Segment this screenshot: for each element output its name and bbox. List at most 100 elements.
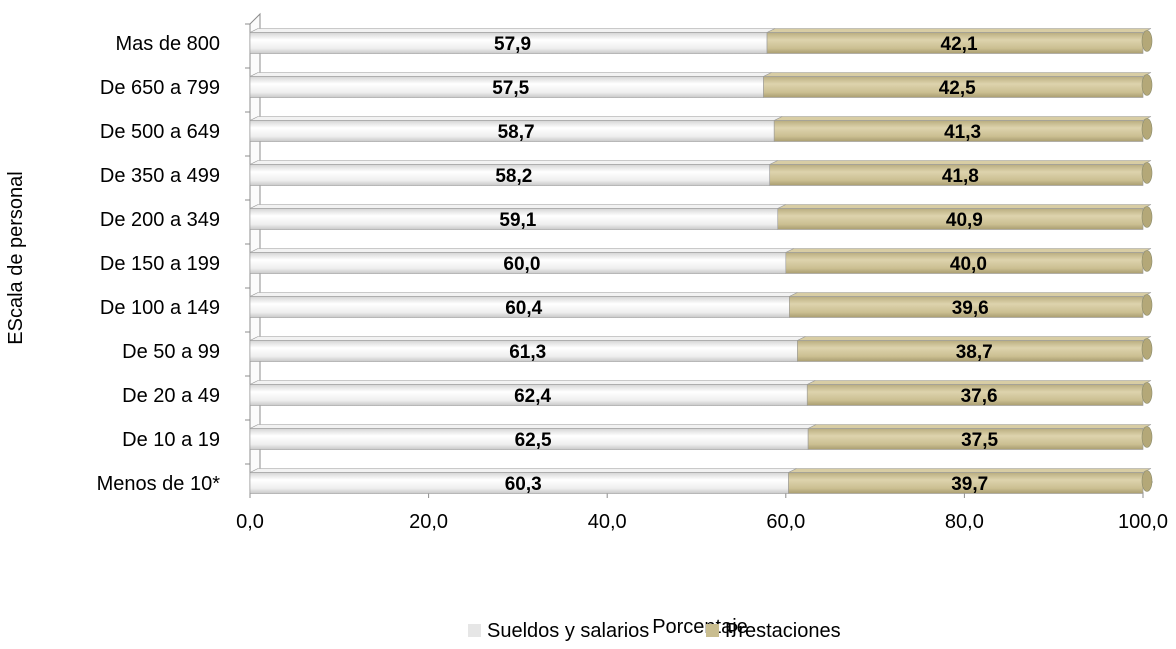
bar-sueldos-y-salarios-mas-de-800	[249, 28, 776, 54]
bar-top-face	[797, 336, 1152, 341]
bar-end-cap	[1141, 250, 1153, 272]
data-label-sueldos-y-salarios: 60,0	[503, 254, 540, 275]
category-label: De 10 a 19	[122, 429, 220, 451]
category-label: De 150 a 199	[100, 253, 220, 275]
x-tick-label: 60,0	[766, 511, 805, 533]
legend-swatch-prestaciones	[706, 624, 719, 637]
bar-top-face	[249, 424, 817, 429]
bar-sueldos-y-salarios-de-10-a-19	[249, 424, 817, 450]
bar-top-face	[249, 116, 783, 121]
data-label-prestaciones: 37,6	[961, 386, 998, 407]
bar-top-face	[249, 468, 797, 473]
x-tick-label: 0,0	[236, 511, 264, 533]
category-label: De 50 a 99	[122, 341, 220, 363]
bar-top-face	[788, 468, 1152, 473]
bar-prestaciones-de-150-a-199	[785, 248, 1153, 274]
bar-top-face	[249, 160, 778, 165]
x-tick-label: 40,0	[588, 511, 627, 533]
bar-top-face	[249, 248, 794, 253]
bar-prestaciones-de-650-a-799	[763, 72, 1153, 98]
data-label-sueldos-y-salarios: 57,9	[494, 34, 531, 55]
data-label-prestaciones: 40,9	[946, 210, 983, 231]
data-label-prestaciones: 40,0	[950, 254, 987, 275]
bar-top-face	[763, 72, 1152, 77]
bar-top-face	[789, 292, 1152, 297]
data-label-sueldos-y-salarios: 58,7	[498, 122, 535, 143]
data-label-sueldos-y-salarios: 57,5	[492, 78, 529, 99]
category-label: De 500 a 649	[100, 121, 220, 143]
category-label: De 20 a 49	[122, 385, 220, 407]
category-label: De 650 a 799	[100, 77, 220, 99]
bar-end-cap	[1141, 382, 1153, 404]
bar-top-face	[249, 380, 816, 385]
bar-top-face	[249, 292, 798, 297]
bar-top-face	[807, 424, 1152, 429]
data-label-sueldos-y-salarios: 62,4	[514, 386, 551, 407]
legend-swatch-sueldos	[468, 624, 481, 637]
bar-prestaciones-menos-de-10	[788, 468, 1153, 494]
bar-prestaciones-de-20-a-49	[806, 380, 1153, 406]
bar-end-cap	[1141, 206, 1153, 228]
bar-prestaciones-de-50-a-99	[797, 336, 1153, 362]
x-tick-label: 100,0	[1118, 511, 1168, 533]
x-tick-label: 20,0	[409, 511, 448, 533]
data-label-prestaciones: 39,6	[952, 298, 989, 319]
x-tick-label: 80,0	[945, 511, 984, 533]
bar-top-face	[769, 160, 1152, 165]
bar-top-face	[807, 380, 1152, 385]
bar-end-cap	[1141, 30, 1153, 52]
bar-sueldos-y-salarios-de-150-a-199	[249, 248, 794, 274]
data-label-prestaciones: 38,7	[956, 342, 993, 363]
bar-prestaciones-de-100-a-149	[789, 292, 1153, 318]
data-label-prestaciones: 42,5	[939, 78, 976, 99]
y-axis-title: EScala de personal	[5, 171, 27, 344]
bar-prestaciones-de-10-a-19	[807, 424, 1153, 450]
bar-prestaciones-mas-de-800	[766, 28, 1153, 54]
bar-end-cap	[1141, 338, 1153, 360]
labels-layer: Mas de 800 De 650 a 799 De 500 a 649 De 350…	[97, 33, 999, 495]
legend-label-sueldos: Sueldos y salarios	[487, 620, 649, 642]
data-label-sueldos-y-salarios: 61,3	[509, 342, 546, 363]
bar-top-face	[766, 28, 1152, 33]
data-label-prestaciones: 39,7	[951, 474, 988, 495]
bar-top-face	[249, 204, 786, 209]
category-label: De 100 a 149	[100, 297, 220, 319]
data-label-sueldos-y-salarios: 59,1	[499, 210, 536, 231]
data-label-sueldos-y-salarios: 60,4	[505, 298, 542, 319]
bar-end-cap	[1141, 118, 1153, 140]
legend: Sueldos y salarios Prestaciones	[468, 620, 841, 642]
bar-end-cap	[1141, 470, 1153, 492]
bar-prestaciones-de-500-a-649	[773, 116, 1153, 142]
bar-top-face	[249, 28, 776, 33]
bar-end-cap	[1141, 294, 1153, 316]
data-label-prestaciones: 42,1	[941, 34, 978, 55]
bar-sueldos-y-salarios-de-200-a-349	[249, 204, 786, 230]
data-label-prestaciones: 41,3	[944, 122, 981, 143]
category-label: De 200 a 349	[100, 209, 220, 231]
bar-top-face	[785, 248, 1152, 253]
data-label-sueldos-y-salarios: 62,5	[515, 430, 552, 451]
bar-sueldos-y-salarios-de-50-a-99	[249, 336, 806, 362]
bar-top-face	[249, 336, 806, 341]
bar-top-face	[249, 72, 772, 77]
bar-end-cap	[1141, 74, 1153, 96]
bar-prestaciones-de-200-a-349	[777, 204, 1153, 230]
bar-sueldos-y-salarios-de-100-a-149	[249, 292, 798, 318]
category-label: De 350 a 499	[100, 165, 220, 187]
bar-sueldos-y-salarios-de-500-a-649	[249, 116, 783, 142]
bar-top-face	[777, 204, 1152, 209]
data-label-sueldos-y-salarios: 58,2	[495, 166, 532, 187]
bar-end-cap	[1141, 162, 1153, 184]
bar-prestaciones-de-350-a-499	[769, 160, 1153, 186]
data-label-prestaciones: 41,8	[942, 166, 979, 187]
bars-layer	[249, 28, 1153, 494]
bar-top-face	[774, 116, 1152, 121]
legend-label-prestaciones: Prestaciones	[725, 620, 841, 642]
bar-sueldos-y-salarios-menos-de-10	[249, 468, 797, 494]
x-axis-title: Porcentaje	[652, 616, 748, 638]
bar-sueldos-y-salarios-de-650-a-799	[249, 72, 772, 98]
category-label: Mas de 800	[115, 33, 220, 55]
category-label: Menos de 10*	[97, 473, 221, 495]
